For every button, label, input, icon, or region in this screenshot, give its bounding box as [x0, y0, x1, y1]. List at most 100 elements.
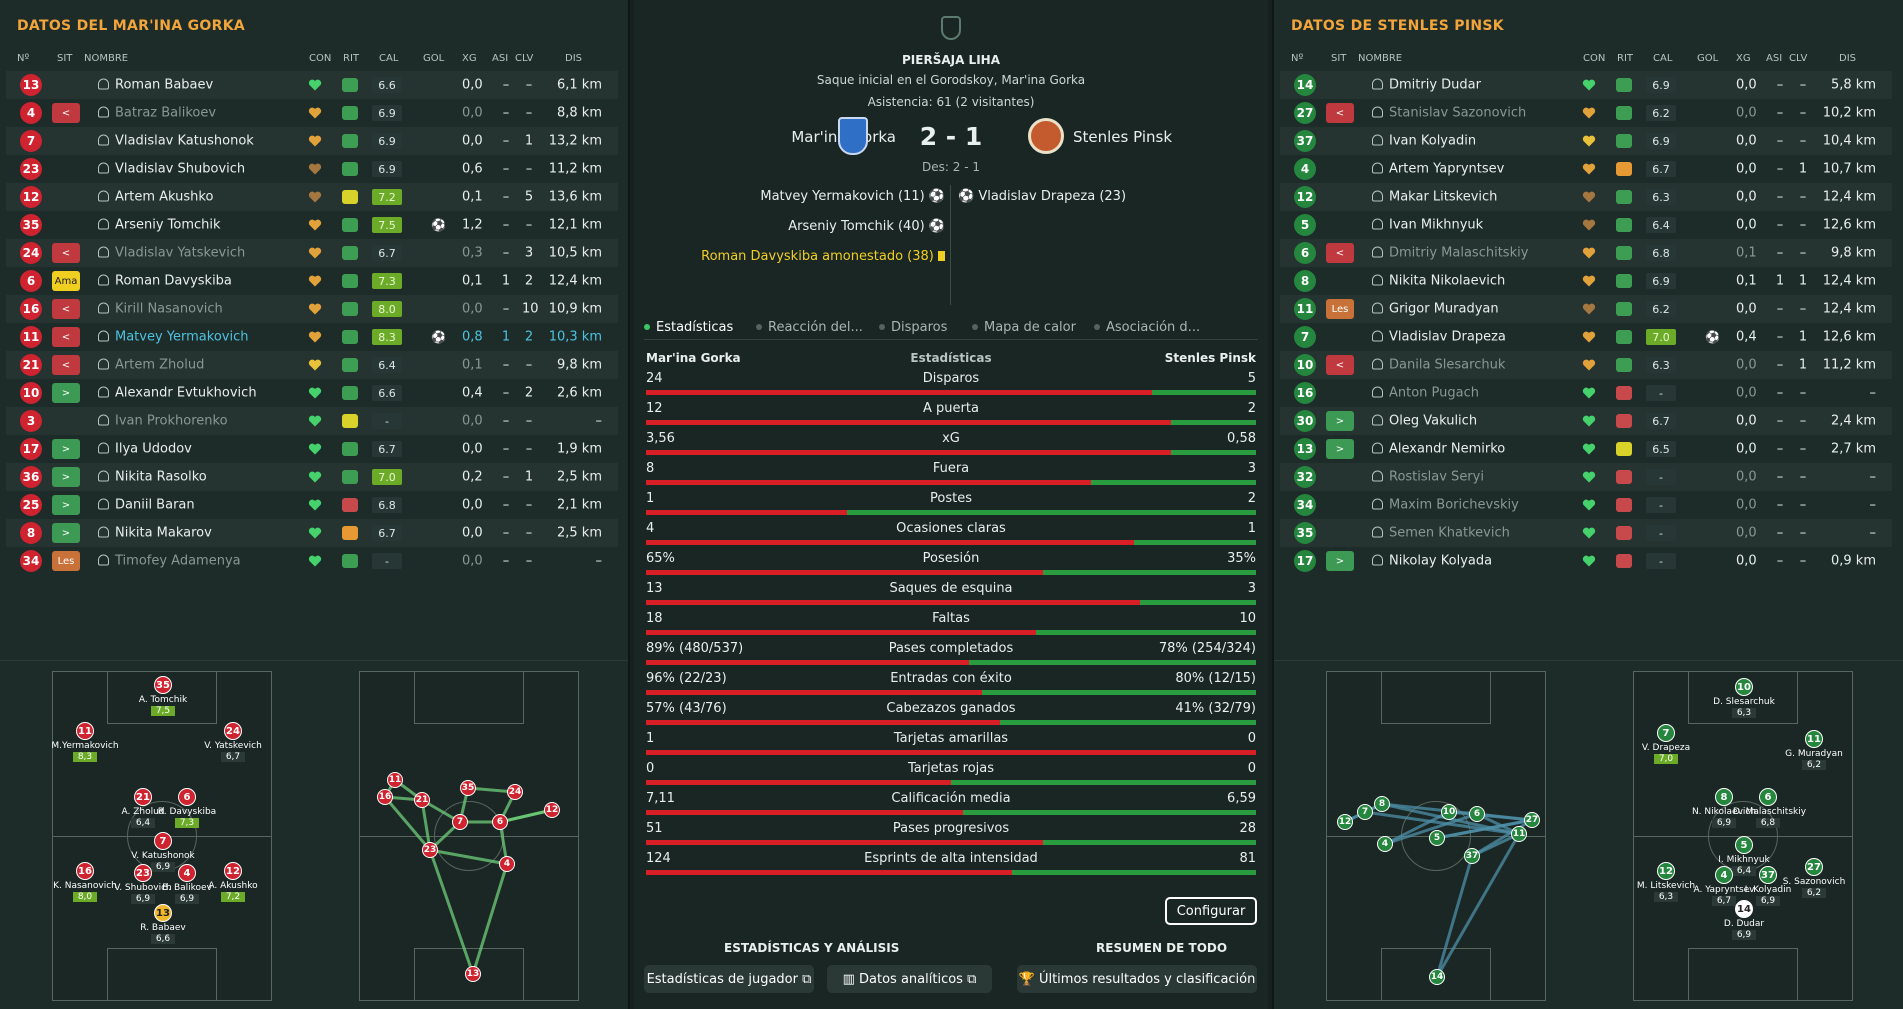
player-name[interactable]: Rostislav Seryi: [1372, 470, 1484, 485]
player-name[interactable]: Ivan Kolyadin: [1372, 134, 1476, 149]
pass-map-node[interactable]: 13: [465, 966, 481, 982]
col-num[interactable]: Nº: [1291, 53, 1304, 64]
pass-map-node[interactable]: 11: [387, 772, 403, 788]
table-row[interactable]: 30 > Oleg Vakulich 6.7 0,0 – – 2,4 km: [1280, 407, 1892, 435]
player-name[interactable]: Anton Pugach: [1372, 386, 1479, 401]
formation-player[interactable]: 11 M.Yermakovich 8,3: [50, 722, 120, 762]
table-row[interactable]: 10 > Alexandr Evtukhovich 6.6 0,4 –2 2,6 km: [6, 379, 618, 407]
col-num[interactable]: Nº: [17, 53, 30, 64]
col-dis[interactable]: DIS: [1839, 53, 1856, 64]
formation-player[interactable]: 35 A. Tomchik 7,5: [128, 676, 198, 716]
player-name[interactable]: Dmitriy Dudar: [1372, 78, 1481, 93]
formation-player[interactable]: 14 D. Dudar 6,9: [1709, 900, 1779, 940]
player-name[interactable]: Alexandr Nemirko: [1372, 442, 1505, 457]
table-row[interactable]: 36 > Nikita Rasolko 7.0 0,2 –1 2,5 km: [6, 463, 618, 491]
table-row[interactable]: 10 < Danila Slesarchuk 6.3 0,0 –1 11,2 km: [1280, 351, 1892, 379]
table-row[interactable]: 34 Les Timofey Adamenya -0,0– – –: [6, 547, 618, 575]
col-dis[interactable]: DIS: [565, 53, 582, 64]
table-row[interactable]: 6 Ama Roman Davyskiba 7.3 0,1 1 2 12,4 km: [6, 267, 618, 295]
pass-map-node[interactable]: 23: [422, 842, 438, 858]
col-name[interactable]: NOMBRE: [84, 53, 129, 64]
table-row[interactable]: 4 < Batraz Balikoev 6.9 0,0 – – 8,8 km: [6, 99, 618, 127]
player-name[interactable]: Ivan Prokhorenko: [98, 414, 228, 429]
col-gol[interactable]: GOL: [1697, 53, 1719, 64]
col-asi[interactable]: ASI: [1766, 53, 1783, 64]
formation-player[interactable]: 23 V. Shubovich 6,9: [108, 864, 178, 904]
col-cal[interactable]: CAL: [1653, 53, 1673, 64]
formation-player[interactable]: 6 R. Davyskiba 7,3: [152, 788, 222, 828]
col-sit[interactable]: SIT: [1331, 53, 1347, 64]
pass-map-node[interactable]: 5: [1429, 830, 1445, 846]
pass-map-node[interactable]: 12: [1337, 814, 1353, 830]
table-row[interactable]: 16 Anton Pugach -0,0– – –: [1280, 379, 1892, 407]
table-row[interactable]: 21 < Artem Zholud 6.4 0,1 – – 9,8 km: [6, 351, 618, 379]
player-name[interactable]: Matvey Yermakovich: [98, 330, 248, 345]
formation-player[interactable]: 24 V. Yatskevich 6,7: [198, 722, 268, 762]
formation-player[interactable]: 7 V. Katushonok 6,9: [128, 832, 198, 872]
player-name[interactable]: Arseniy Tomchik: [98, 218, 221, 233]
table-row[interactable]: 11 Les Grigor Muradyan 6.2 0,0– –12,4 km: [1280, 295, 1892, 323]
col-gol[interactable]: GOL: [423, 53, 445, 64]
formation-player[interactable]: 4 B. Balikoev 6,9: [152, 864, 222, 904]
player-name[interactable]: Timofey Adamenya: [98, 554, 241, 569]
formation-player[interactable]: 27 S. Sazonovich 6,2: [1779, 858, 1849, 898]
player-name[interactable]: Batraz Balikoev: [98, 106, 216, 121]
pass-map-node[interactable]: 12: [544, 802, 560, 818]
player-name[interactable]: Maxim Borichevskiy: [1372, 498, 1519, 513]
player-name[interactable]: Nikolay Kolyada: [1372, 554, 1492, 569]
formation-player[interactable]: 12 A. Akushko 7,2: [198, 862, 268, 902]
formation-player[interactable]: 21 A. Zholud 6,4: [108, 788, 178, 828]
pass-map-node[interactable]: 8: [1374, 796, 1390, 812]
player-name[interactable]: Artem Yapryntsev: [1372, 162, 1504, 177]
player-name[interactable]: Ilya Udodov: [98, 442, 192, 457]
pass-map-node[interactable]: 14: [1429, 969, 1445, 985]
player-name[interactable]: Danila Slesarchuk: [1372, 358, 1505, 373]
table-row[interactable]: 25 > Daniil Baran 6.8 0,0 – – 2,1 km: [6, 491, 618, 519]
table-row[interactable]: 13 > Alexandr Nemirko 6.5 0,0 – – 2,7 km: [1280, 435, 1892, 463]
formation-player[interactable]: 4 A. Yapryntsev 6,7: [1689, 866, 1759, 906]
table-row[interactable]: 17 > Nikolay Kolyada - 0,0 – – 0,9 km: [1280, 547, 1892, 575]
player-name[interactable]: Artem Zholud: [98, 358, 204, 373]
table-row[interactable]: 7 Vladislav Drapeza 7.0 ⚽ 0,4 –1 12,6 km: [1280, 323, 1892, 351]
player-name[interactable]: Stanislav Sazonovich: [1372, 106, 1526, 121]
table-row[interactable]: 23 Vladislav Shubovich 6.9 0,6– –11,2 km: [6, 155, 618, 183]
player-name[interactable]: Nikita Makarov: [98, 526, 212, 541]
formation-player[interactable]: 11 G. Muradyan 6,2: [1779, 730, 1849, 770]
player-name[interactable]: Grigor Muradyan: [1372, 302, 1499, 317]
col-sit[interactable]: SIT: [57, 53, 73, 64]
col-clv[interactable]: CLV: [515, 53, 534, 64]
pass-map-node[interactable]: 6: [492, 814, 508, 830]
pass-map-node[interactable]: 24: [507, 784, 523, 800]
table-row[interactable]: 8 Nikita Nikolaevich 6.9 0,1 1 1 12,4 km: [1280, 267, 1892, 295]
formation-player[interactable]: 8 N. Nikolaevich 6,9: [1689, 788, 1759, 828]
formation-player[interactable]: 5 I. Mikhnyuk 6,4: [1709, 836, 1779, 876]
col-rit[interactable]: RIT: [1617, 53, 1634, 64]
player-stats-button[interactable]: Estadísticas de jugador ⧉: [644, 965, 814, 993]
player-name[interactable]: Dmitriy Malaschitskiy: [1372, 246, 1528, 261]
away-team-name[interactable]: Stenles Pinsk: [1073, 128, 1173, 146]
table-row[interactable]: 34 Maxim Borichevskiy -0,0– – –: [1280, 491, 1892, 519]
col-con[interactable]: CON: [1583, 53, 1606, 64]
player-name[interactable]: Nikita Nikolaevich: [1372, 274, 1505, 289]
col-cal[interactable]: CAL: [379, 53, 399, 64]
formation-player[interactable]: 16 K. Nasanovich 8,0: [50, 862, 120, 902]
player-name[interactable]: Artem Akushko: [98, 190, 213, 205]
table-row[interactable]: 11 < Matvey Yermakovich 8.3 ⚽ 0,8 1 2 10,3 km: [6, 323, 618, 351]
table-row[interactable]: 16 < Kirill Nasanovich 8.0 0,0 –10 10,9 km: [6, 295, 618, 323]
table-row[interactable]: 35 Arseniy Tomchik 7.5 ⚽ 1,2– –12,1 km: [6, 211, 618, 239]
player-name[interactable]: Makar Litskevich: [1372, 190, 1497, 205]
pass-map-node[interactable]: 4: [1377, 836, 1393, 852]
table-row[interactable]: 5 Ivan Mikhnyuk 6.4 0,0– –12,6 km: [1280, 211, 1892, 239]
pass-map-node[interactable]: 11: [1511, 826, 1527, 842]
pass-map-node[interactable]: 21: [414, 792, 430, 808]
tab-asociacion[interactable]: Asociación d...: [1094, 320, 1200, 335]
formation-player[interactable]: 7 V. Drapeza 7,0: [1631, 724, 1701, 764]
player-name[interactable]: Vladislav Drapeza: [1372, 330, 1506, 345]
formation-player[interactable]: 12 M. Litskevich 6,3: [1631, 862, 1701, 902]
col-name[interactable]: NOMBRE: [1358, 53, 1403, 64]
player-name[interactable]: Vladislav Katushonok: [98, 134, 254, 149]
pass-map-node[interactable]: 37: [1464, 848, 1480, 864]
table-row[interactable]: 27 < Stanislav Sazonovich 6.2 0,0– –10,2 km: [1280, 99, 1892, 127]
table-row[interactable]: 12 Makar Litskevich 6.3 0,0– –12,4 km: [1280, 183, 1892, 211]
table-row[interactable]: 12 Artem Akushko 7.2 0,1 –5 13,6 km: [6, 183, 618, 211]
